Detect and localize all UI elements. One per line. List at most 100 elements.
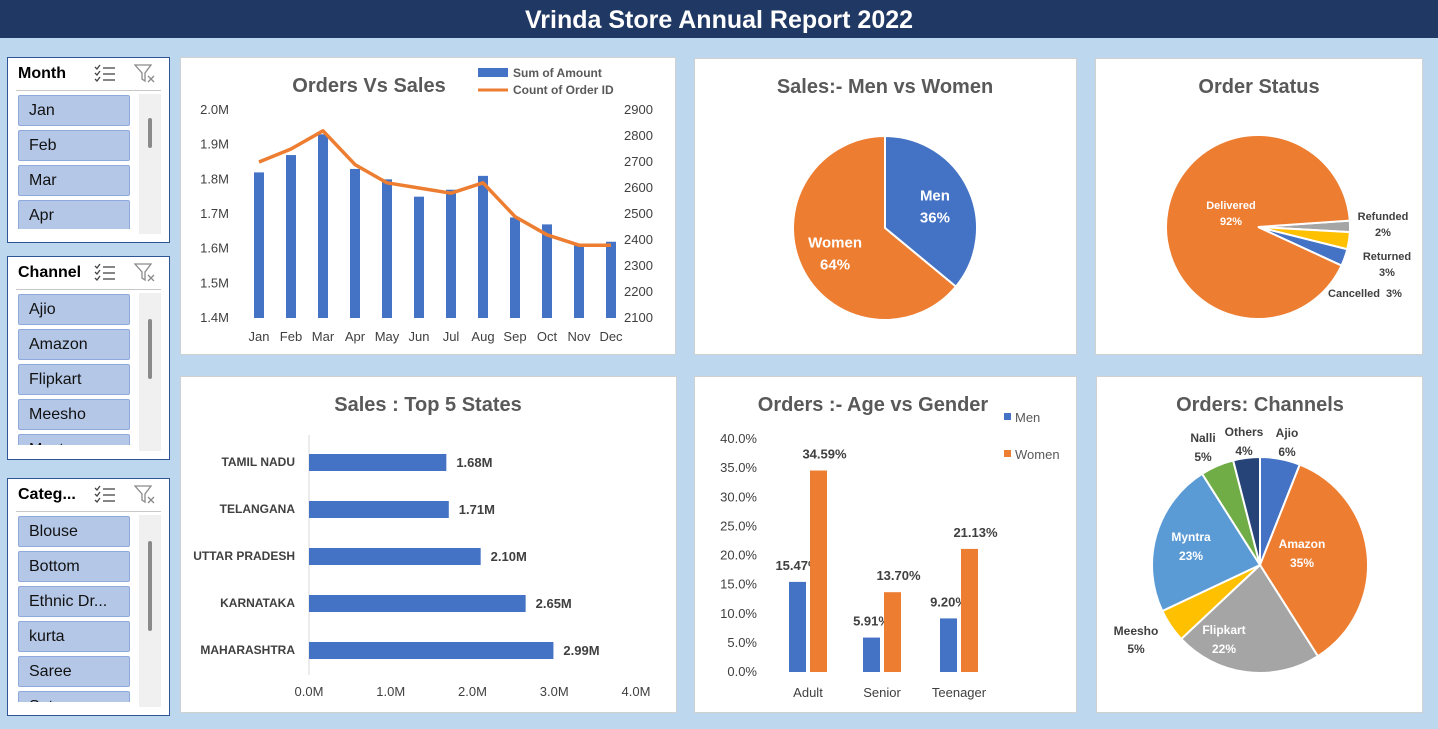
data-label-women-adult: 34.59%: [802, 447, 847, 462]
slice-others: [1231, 455, 1261, 566]
bar-telangana: [309, 501, 449, 518]
orders-vs-sales-chart: Orders Vs Sales Sum of Amount Count of Ord…: [200, 66, 653, 344]
chart-title: Sales : Top 5 States: [334, 394, 521, 416]
slicer-item-amazon[interactable]: Amazon: [18, 329, 130, 360]
multi-select-icon[interactable]: [94, 485, 116, 503]
slice-women: [792, 134, 958, 321]
x-tick-label: 1.0M: [376, 684, 405, 699]
multi-select-icon[interactable]: [94, 64, 116, 82]
legend-swatch-amount: [478, 68, 508, 77]
scrollbar-thumb[interactable]: [148, 118, 152, 148]
slice-amazon: [1258, 463, 1369, 658]
legend-label-count: Count of Order ID: [513, 83, 614, 97]
slicer-item-myntra[interactable]: Myntra: [18, 434, 130, 445]
legend-label-amount: Sum of Amount: [513, 66, 602, 80]
slicer-item-kurta[interactable]: kurta: [18, 621, 130, 652]
bar-amount-mar: [318, 134, 328, 318]
bar-amount-aug: [478, 175, 488, 318]
slicer-scrollbar[interactable]: [139, 515, 161, 707]
y-tick-label: 10.0%: [720, 606, 757, 621]
y-right-tick-label: 2800: [624, 128, 653, 143]
bar-tamil-nadu: [309, 454, 447, 471]
y-tick-label: 5.0%: [727, 635, 757, 650]
slicer-scrollbar[interactable]: [139, 293, 161, 451]
slice-value-men: 36%: [920, 209, 950, 226]
bar-amount-feb: [286, 155, 296, 318]
slicer-item-saree[interactable]: Saree: [18, 656, 130, 687]
slice-value-myntra: 23%: [1179, 549, 1203, 563]
legend-label-men: Men: [1015, 410, 1040, 425]
x-tick-label: Jul: [443, 329, 460, 344]
x-tick-label: May: [375, 329, 400, 344]
x-tick-label: Senior: [863, 685, 901, 700]
scrollbar-thumb[interactable]: [148, 319, 152, 379]
slicer-item-blouse[interactable]: Blouse: [18, 516, 130, 547]
chart-title: Orders :- Age vs Gender: [758, 394, 989, 416]
slicer-scrollbar[interactable]: [139, 94, 161, 234]
scrollbar-thumb[interactable]: [148, 541, 152, 631]
data-label-men-teenager: 9.20%: [930, 594, 967, 609]
slicer-item-apr[interactable]: Apr: [18, 200, 130, 229]
order-status-panel: Order Status Delivered 92% Refunded 2% Return…: [1095, 58, 1423, 355]
x-tick-label: Jun: [409, 329, 430, 344]
bar-amount-nov: [574, 245, 584, 318]
slice-value-ajio: 6%: [1278, 445, 1296, 459]
slicer-item-set[interactable]: Set: [18, 691, 130, 702]
bar-men-senior: [863, 637, 880, 672]
slicer-item-ethnic-dr[interactable]: Ethnic Dr...: [18, 586, 130, 617]
bar-women-teenager: [961, 548, 978, 672]
slice-value-refunded: 2%: [1375, 227, 1391, 239]
y-right-tick-label: 2600: [624, 180, 653, 195]
clear-filter-icon[interactable]: [133, 64, 156, 84]
slice-label-amazon: Amazon: [1279, 537, 1326, 551]
y-left-tick-label: 1.4M: [200, 310, 229, 325]
slice-value-others: 4%: [1235, 444, 1253, 458]
bar-amount-oct: [542, 224, 552, 318]
clear-filter-icon[interactable]: [133, 263, 156, 283]
slicer-item-mar[interactable]: Mar: [18, 165, 130, 196]
slice-value-flipkart: 22%: [1212, 642, 1236, 656]
clear-filter-icon[interactable]: [133, 485, 156, 505]
slice-label-returned: Returned: [1363, 251, 1411, 263]
slice-label-women: Women: [808, 235, 862, 252]
bar-women-adult: [810, 470, 827, 672]
y-left-tick-label: 1.6M: [200, 241, 229, 256]
slicer-item-bottom[interactable]: Bottom: [18, 551, 130, 582]
bar-uttar-pradesh: [309, 548, 481, 565]
slicer-item-feb[interactable]: Feb: [18, 130, 130, 161]
y-right-tick-label: 2200: [624, 284, 653, 299]
report-title: Vrinda Store Annual Report 2022: [0, 0, 1438, 38]
x-tick-label: Jan: [249, 329, 270, 344]
slicer-item-list: Jan Feb Mar Apr: [8, 91, 138, 229]
slicer-item-meesho[interactable]: Meesho: [18, 399, 130, 430]
top-states-panel: Sales : Top 5 States TAMIL NADU 1.68M TELAN…: [180, 376, 677, 713]
bar-women-senior: [884, 592, 901, 672]
slice-label-meesho: Meesho: [1114, 624, 1159, 638]
y-tick-label: 35.0%: [720, 460, 757, 475]
slice-value-delivered: 92%: [1220, 216, 1242, 228]
slicer-item-ajio[interactable]: Ajio: [18, 294, 130, 325]
bar-men-adult: [789, 581, 806, 672]
chart-title: Orders: Channels: [1176, 394, 1344, 416]
channel-slicer: Channel Ajio Amazon Flipkart Meesho Myntra: [7, 256, 170, 460]
legend-label-women: Women: [1015, 447, 1060, 462]
slicer-item-flipkart[interactable]: Flipkart: [18, 364, 130, 395]
y-left-tick-label: 1.5M: [200, 275, 229, 290]
month-slicer: Month Jan Feb Mar Apr: [7, 57, 170, 243]
x-tick-label: Feb: [280, 329, 302, 344]
data-label-karnataka: 2.65M: [536, 596, 572, 611]
slice-value-meesho: 5%: [1127, 642, 1145, 656]
bar-amount-may: [382, 179, 392, 318]
slicer-item-jan[interactable]: Jan: [18, 95, 130, 126]
multi-select-icon[interactable]: [94, 263, 116, 281]
data-label-men-senior: 5.91%: [853, 614, 890, 629]
slice-value-women: 64%: [820, 257, 850, 274]
slicer-header: Channel: [16, 257, 161, 290]
y-right-tick-label: 2700: [624, 154, 653, 169]
orders-vs-sales-panel: Orders Vs Sales Sum of Amount Count of Ord…: [180, 57, 676, 355]
x-tick-label: Oct: [537, 329, 558, 344]
category-label-maharashtra: MAHARASHTRA: [200, 643, 295, 657]
bar-amount-dec: [606, 241, 616, 318]
slice-myntra: [1151, 472, 1262, 613]
channels-panel: Orders: Channels Ajio 6% Amazon 35% Flipkart 2…: [1096, 376, 1423, 713]
